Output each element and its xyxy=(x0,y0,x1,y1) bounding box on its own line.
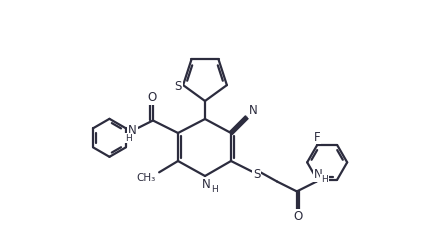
Text: S: S xyxy=(174,79,182,93)
Text: N: N xyxy=(128,124,137,137)
Text: H: H xyxy=(321,175,328,184)
Text: H: H xyxy=(125,134,132,143)
Text: CH₃: CH₃ xyxy=(136,173,155,183)
Text: S: S xyxy=(253,168,260,181)
Text: H: H xyxy=(211,185,218,194)
Text: N: N xyxy=(202,178,210,192)
Text: O: O xyxy=(293,210,302,223)
Text: F: F xyxy=(314,130,321,144)
Text: N: N xyxy=(314,168,323,181)
Text: N: N xyxy=(249,104,258,117)
Text: O: O xyxy=(147,91,156,104)
